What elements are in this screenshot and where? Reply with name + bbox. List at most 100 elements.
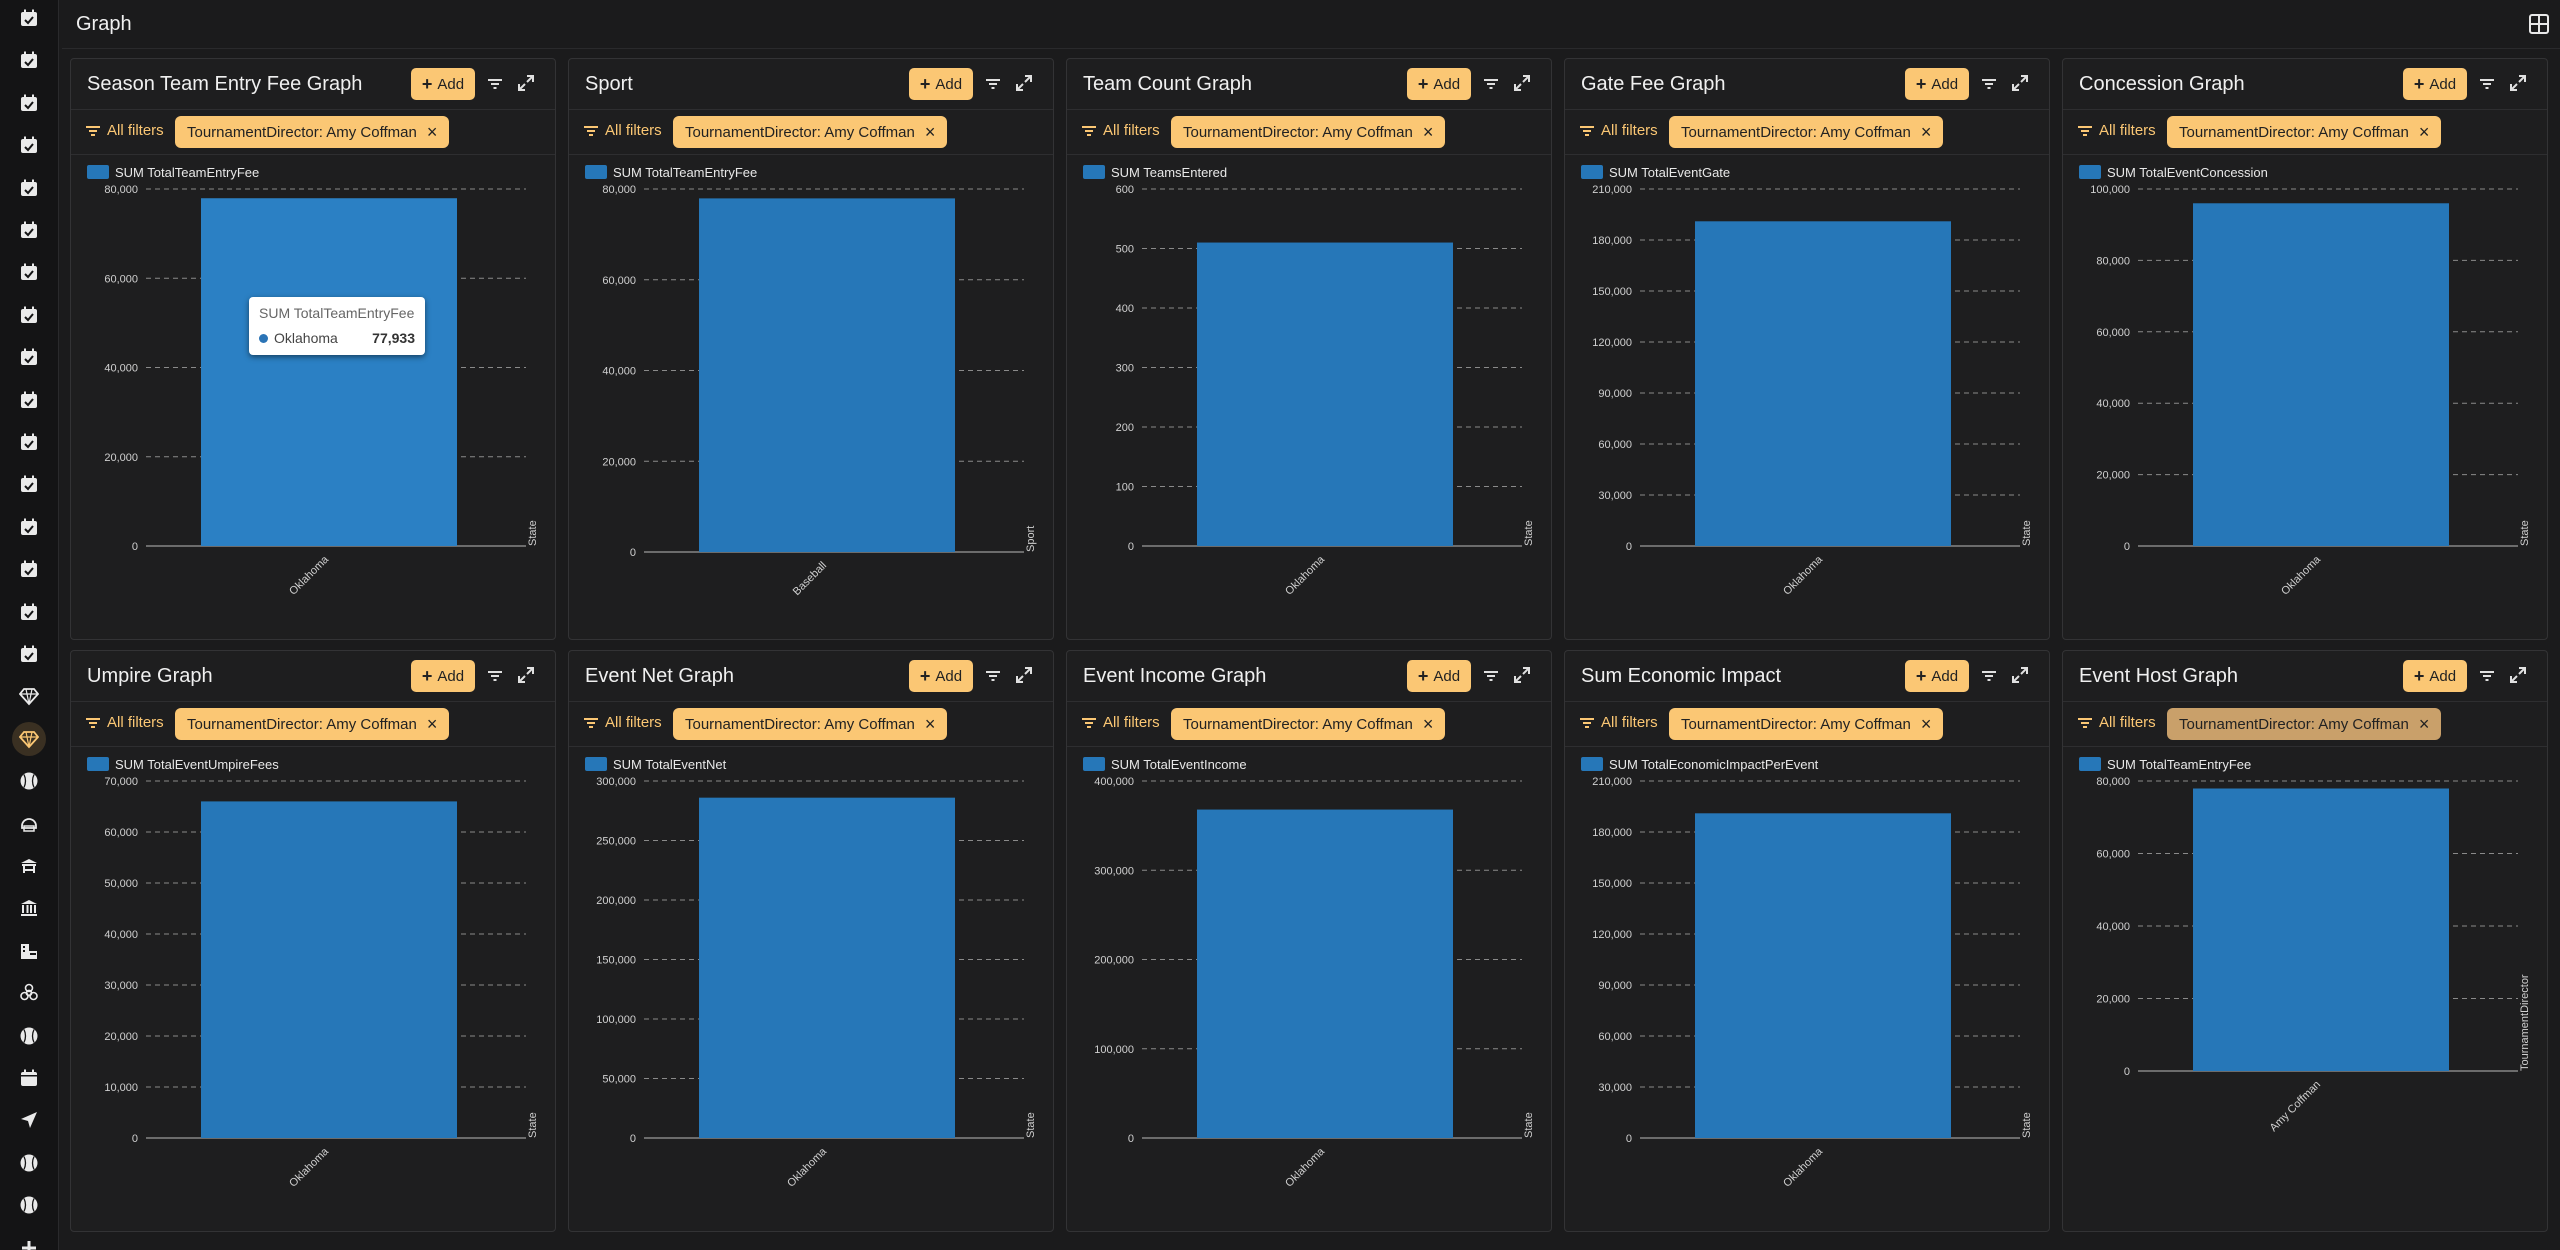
- calendar-check-icon[interactable]: [14, 130, 44, 160]
- filter-chip[interactable]: TournamentDirector: Amy Coffman ×: [175, 116, 450, 148]
- calendar-check-icon[interactable]: [14, 427, 44, 457]
- filter-chip[interactable]: TournamentDirector: Amy Coffman ×: [2167, 708, 2442, 740]
- close-icon[interactable]: ×: [924, 714, 936, 734]
- legend-label[interactable]: SUM TotalEventConcession: [2107, 165, 2268, 180]
- legend-label[interactable]: SUM TotalEventGate: [1609, 165, 1730, 180]
- add-button[interactable]: + Add: [2403, 660, 2467, 692]
- legend-swatch[interactable]: [1581, 165, 1603, 179]
- legend-swatch[interactable]: [1083, 165, 1105, 179]
- gem-icon[interactable]: [14, 681, 44, 711]
- add-button[interactable]: + Add: [909, 68, 973, 100]
- expand-icon[interactable]: [1014, 73, 1034, 93]
- legend-label[interactable]: SUM TotalEventIncome: [1111, 757, 1247, 772]
- plus-icon[interactable]: [14, 1233, 44, 1250]
- bank-icon[interactable]: [14, 893, 44, 923]
- all-filters-button[interactable]: All filters: [583, 714, 662, 731]
- expand-icon[interactable]: [1014, 665, 1034, 685]
- legend-label[interactable]: SUM TotalTeamEntryFee: [613, 165, 757, 180]
- filter-icon[interactable]: [984, 667, 1002, 685]
- bar[interactable]: [1695, 813, 1951, 1138]
- gem-icon[interactable]: [12, 721, 46, 756]
- building-bed-icon[interactable]: [14, 936, 44, 966]
- filter-chip[interactable]: TournamentDirector: Amy Coffman ×: [175, 708, 450, 740]
- legend-swatch[interactable]: [1083, 757, 1105, 771]
- close-icon[interactable]: ×: [1422, 714, 1434, 734]
- helmet-icon[interactable]: [14, 809, 44, 839]
- filter-chip[interactable]: TournamentDirector: Amy Coffman ×: [673, 116, 948, 148]
- calendar-check-icon[interactable]: [14, 257, 44, 287]
- add-button[interactable]: + Add: [411, 68, 475, 100]
- add-button[interactable]: + Add: [1905, 660, 1969, 692]
- all-filters-button[interactable]: All filters: [2077, 714, 2156, 731]
- all-filters-button[interactable]: All filters: [85, 714, 164, 731]
- filter-icon[interactable]: [486, 667, 504, 685]
- add-button[interactable]: + Add: [1905, 68, 1969, 100]
- bar[interactable]: [201, 801, 457, 1138]
- legend-swatch[interactable]: [87, 757, 109, 771]
- calendar-check-icon[interactable]: [14, 45, 44, 75]
- filter-icon[interactable]: [1482, 667, 1500, 685]
- filter-chip[interactable]: TournamentDirector: Amy Coffman ×: [1669, 708, 1944, 740]
- send-icon[interactable]: [14, 1105, 44, 1135]
- filter-icon[interactable]: [1980, 75, 1998, 93]
- legend-label[interactable]: SUM TotalTeamEntryFee: [2107, 757, 2251, 772]
- calendar-check-icon[interactable]: [14, 385, 44, 415]
- close-icon[interactable]: ×: [1920, 122, 1932, 142]
- all-filters-button[interactable]: All filters: [1579, 122, 1658, 139]
- add-button[interactable]: + Add: [2403, 68, 2467, 100]
- filter-icon[interactable]: [1482, 75, 1500, 93]
- calendar-check-icon[interactable]: [14, 639, 44, 669]
- legend-swatch[interactable]: [585, 165, 607, 179]
- close-icon[interactable]: ×: [426, 122, 438, 142]
- filter-icon[interactable]: [2478, 667, 2496, 685]
- add-button[interactable]: + Add: [1407, 660, 1471, 692]
- expand-icon[interactable]: [2508, 73, 2528, 93]
- legend-swatch[interactable]: [585, 757, 607, 771]
- biohazard-icon[interactable]: [14, 978, 44, 1008]
- expand-icon[interactable]: [1512, 665, 1532, 685]
- bar[interactable]: [1695, 221, 1951, 547]
- legend-swatch[interactable]: [2079, 165, 2101, 179]
- close-icon[interactable]: ×: [426, 714, 438, 734]
- close-icon[interactable]: ×: [1422, 122, 1434, 142]
- all-filters-button[interactable]: All filters: [1579, 714, 1658, 731]
- expand-icon[interactable]: [2508, 665, 2528, 685]
- filter-chip[interactable]: TournamentDirector: Amy Coffman ×: [673, 708, 948, 740]
- legend-swatch[interactable]: [87, 165, 109, 179]
- expand-icon[interactable]: [2010, 73, 2030, 93]
- filter-chip[interactable]: TournamentDirector: Amy Coffman ×: [1171, 116, 1446, 148]
- add-button[interactable]: + Add: [1407, 68, 1471, 100]
- calendar-check-icon[interactable]: [14, 469, 44, 499]
- legend-label[interactable]: SUM TotalEconomicImpactPerEvent: [1609, 757, 1819, 772]
- calendar-check-icon[interactable]: [14, 173, 44, 203]
- filter-icon[interactable]: [486, 75, 504, 93]
- calendar-check-icon[interactable]: [14, 512, 44, 542]
- calendar-check-icon[interactable]: [14, 597, 44, 627]
- bar[interactable]: [1197, 809, 1453, 1138]
- bar[interactable]: [2193, 788, 2449, 1071]
- close-icon[interactable]: ×: [1920, 714, 1932, 734]
- legend-swatch[interactable]: [2079, 757, 2101, 771]
- bar[interactable]: [699, 797, 955, 1138]
- filter-icon[interactable]: [2478, 75, 2496, 93]
- all-filters-button[interactable]: All filters: [1081, 122, 1160, 139]
- calendar-check-icon[interactable]: [14, 88, 44, 118]
- bar[interactable]: [699, 198, 955, 552]
- legend-swatch[interactable]: [1581, 757, 1603, 771]
- baseball-icon[interactable]: [14, 1021, 44, 1051]
- filter-chip[interactable]: TournamentDirector: Amy Coffman ×: [1669, 116, 1944, 148]
- baseball-icon[interactable]: [14, 1190, 44, 1220]
- add-button[interactable]: + Add: [411, 660, 475, 692]
- close-icon[interactable]: ×: [2418, 122, 2430, 142]
- filter-chip[interactable]: TournamentDirector: Amy Coffman ×: [1171, 708, 1446, 740]
- all-filters-button[interactable]: All filters: [2077, 122, 2156, 139]
- baseball-icon[interactable]: [14, 1148, 44, 1178]
- expand-icon[interactable]: [2010, 665, 2030, 685]
- legend-label[interactable]: SUM TotalTeamEntryFee: [115, 165, 259, 180]
- filter-chip[interactable]: TournamentDirector: Amy Coffman ×: [2167, 116, 2442, 148]
- calendar-check-icon[interactable]: [14, 3, 44, 33]
- all-filters-button[interactable]: All filters: [583, 122, 662, 139]
- calendar-icon[interactable]: [14, 1063, 44, 1093]
- legend-label[interactable]: SUM TeamsEntered: [1111, 165, 1227, 180]
- bar[interactable]: [2193, 203, 2449, 546]
